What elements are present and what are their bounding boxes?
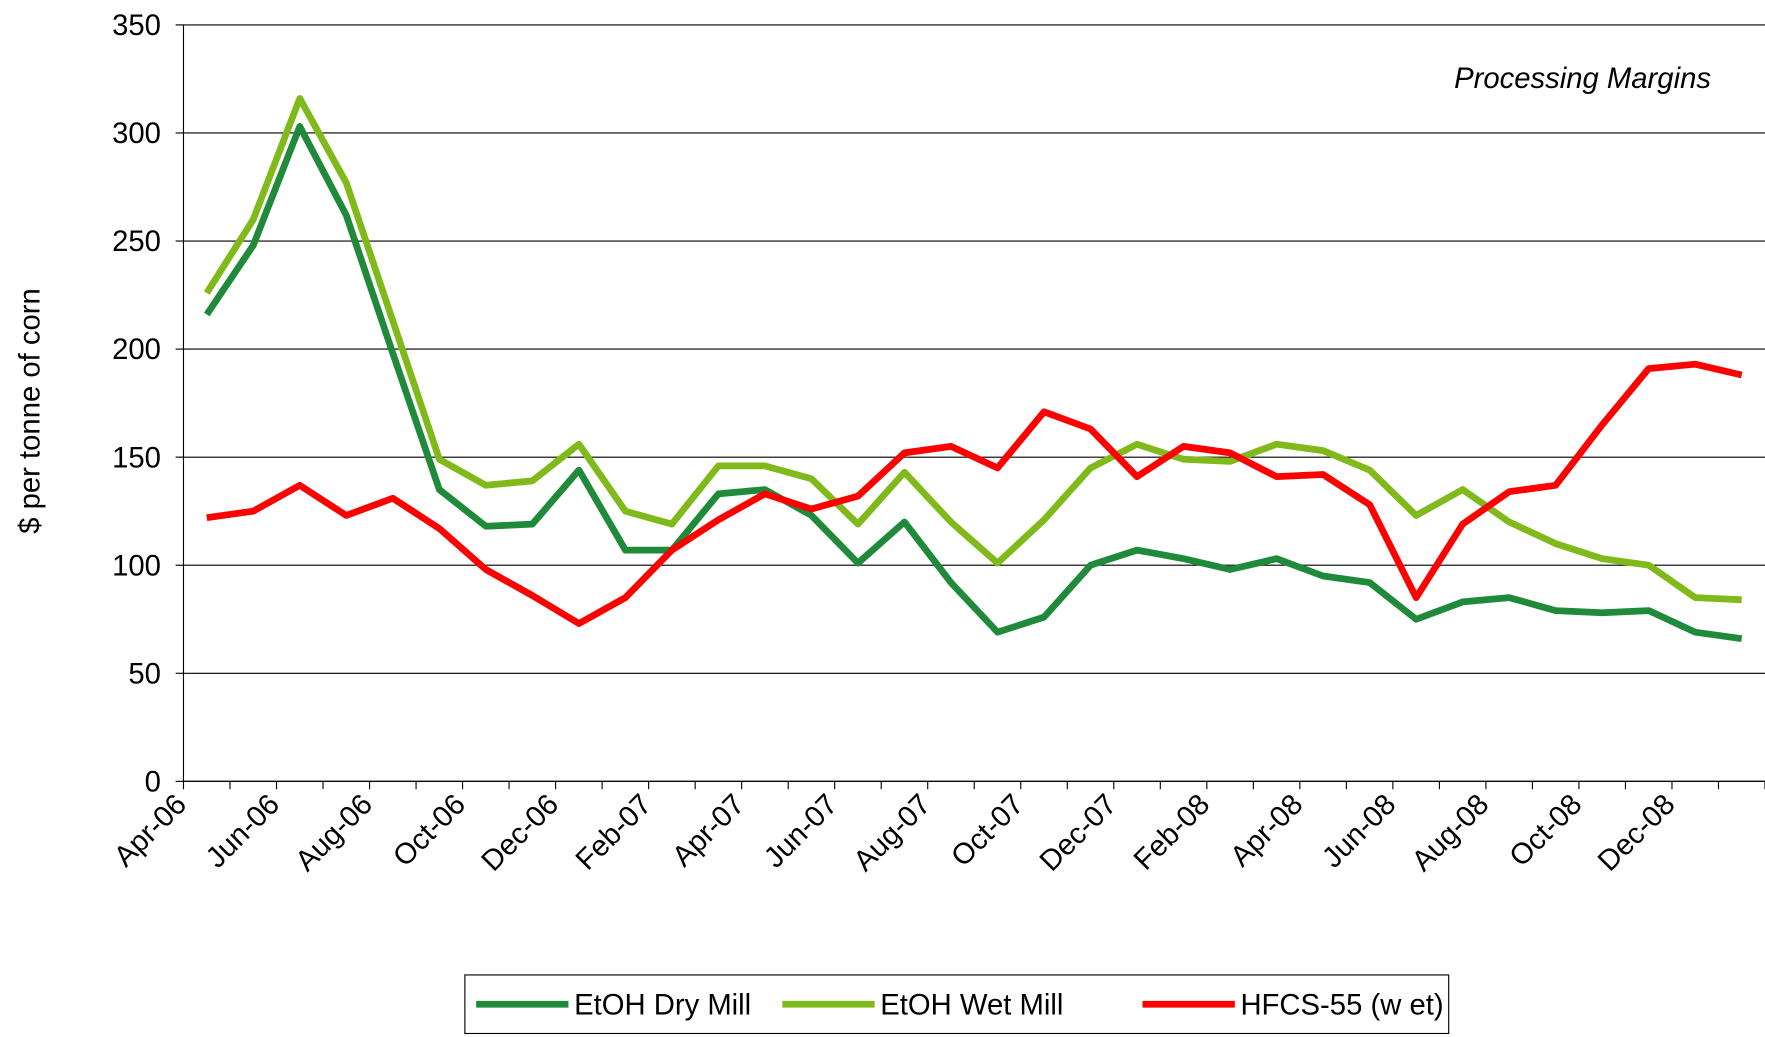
legend-label: HFCS-55 (w et) — [1240, 989, 1443, 1021]
x-tick-label: Aug-06 — [290, 788, 379, 877]
x-tick-label: Jun-08 — [1316, 788, 1402, 874]
y-tick-label: 250 — [112, 226, 161, 258]
x-tick-label: Aug-08 — [1406, 788, 1495, 877]
y-tick-label: 200 — [112, 334, 161, 366]
y-tick-label: 300 — [112, 118, 161, 150]
legend-label: EtOH Wet Mill — [880, 989, 1063, 1021]
y-tick-label: 150 — [112, 442, 161, 474]
x-tick-label: Feb-07 — [570, 788, 658, 876]
x-tick-label: Apr-06 — [108, 788, 193, 873]
line-series — [203, 123, 1743, 643]
x-tick-label: Feb-08 — [1128, 788, 1216, 876]
x-tick-label: Apr-08 — [1225, 788, 1310, 873]
x-tick-label: Dec-07 — [1034, 788, 1123, 877]
x-tick-label: Jun-06 — [200, 788, 286, 874]
x-tick-label: Jun-07 — [758, 788, 844, 874]
x-tick-label: Dec-06 — [476, 788, 565, 877]
x-tick-label: Oct-07 — [946, 788, 1031, 873]
y-tick-label: 350 — [112, 10, 161, 42]
x-tick-label: Aug-07 — [848, 788, 937, 877]
x-tick-label: Oct-06 — [387, 788, 472, 873]
y-tick-label: 50 — [128, 658, 161, 690]
y-axis-label: $ per tonne of corn — [14, 288, 46, 534]
x-tick-label: Dec-08 — [1592, 788, 1681, 877]
x-tick-label: Apr-07 — [666, 788, 751, 873]
y-tick-label: 100 — [112, 550, 161, 582]
legend — [464, 974, 1450, 1035]
y-tick-label: 0 — [145, 766, 161, 798]
legend-label: EtOH Dry Mill — [574, 989, 751, 1021]
annotation: Processing Margins — [1454, 63, 1711, 95]
x-tick-label: Oct-08 — [1504, 788, 1589, 873]
line-series — [206, 360, 1743, 627]
